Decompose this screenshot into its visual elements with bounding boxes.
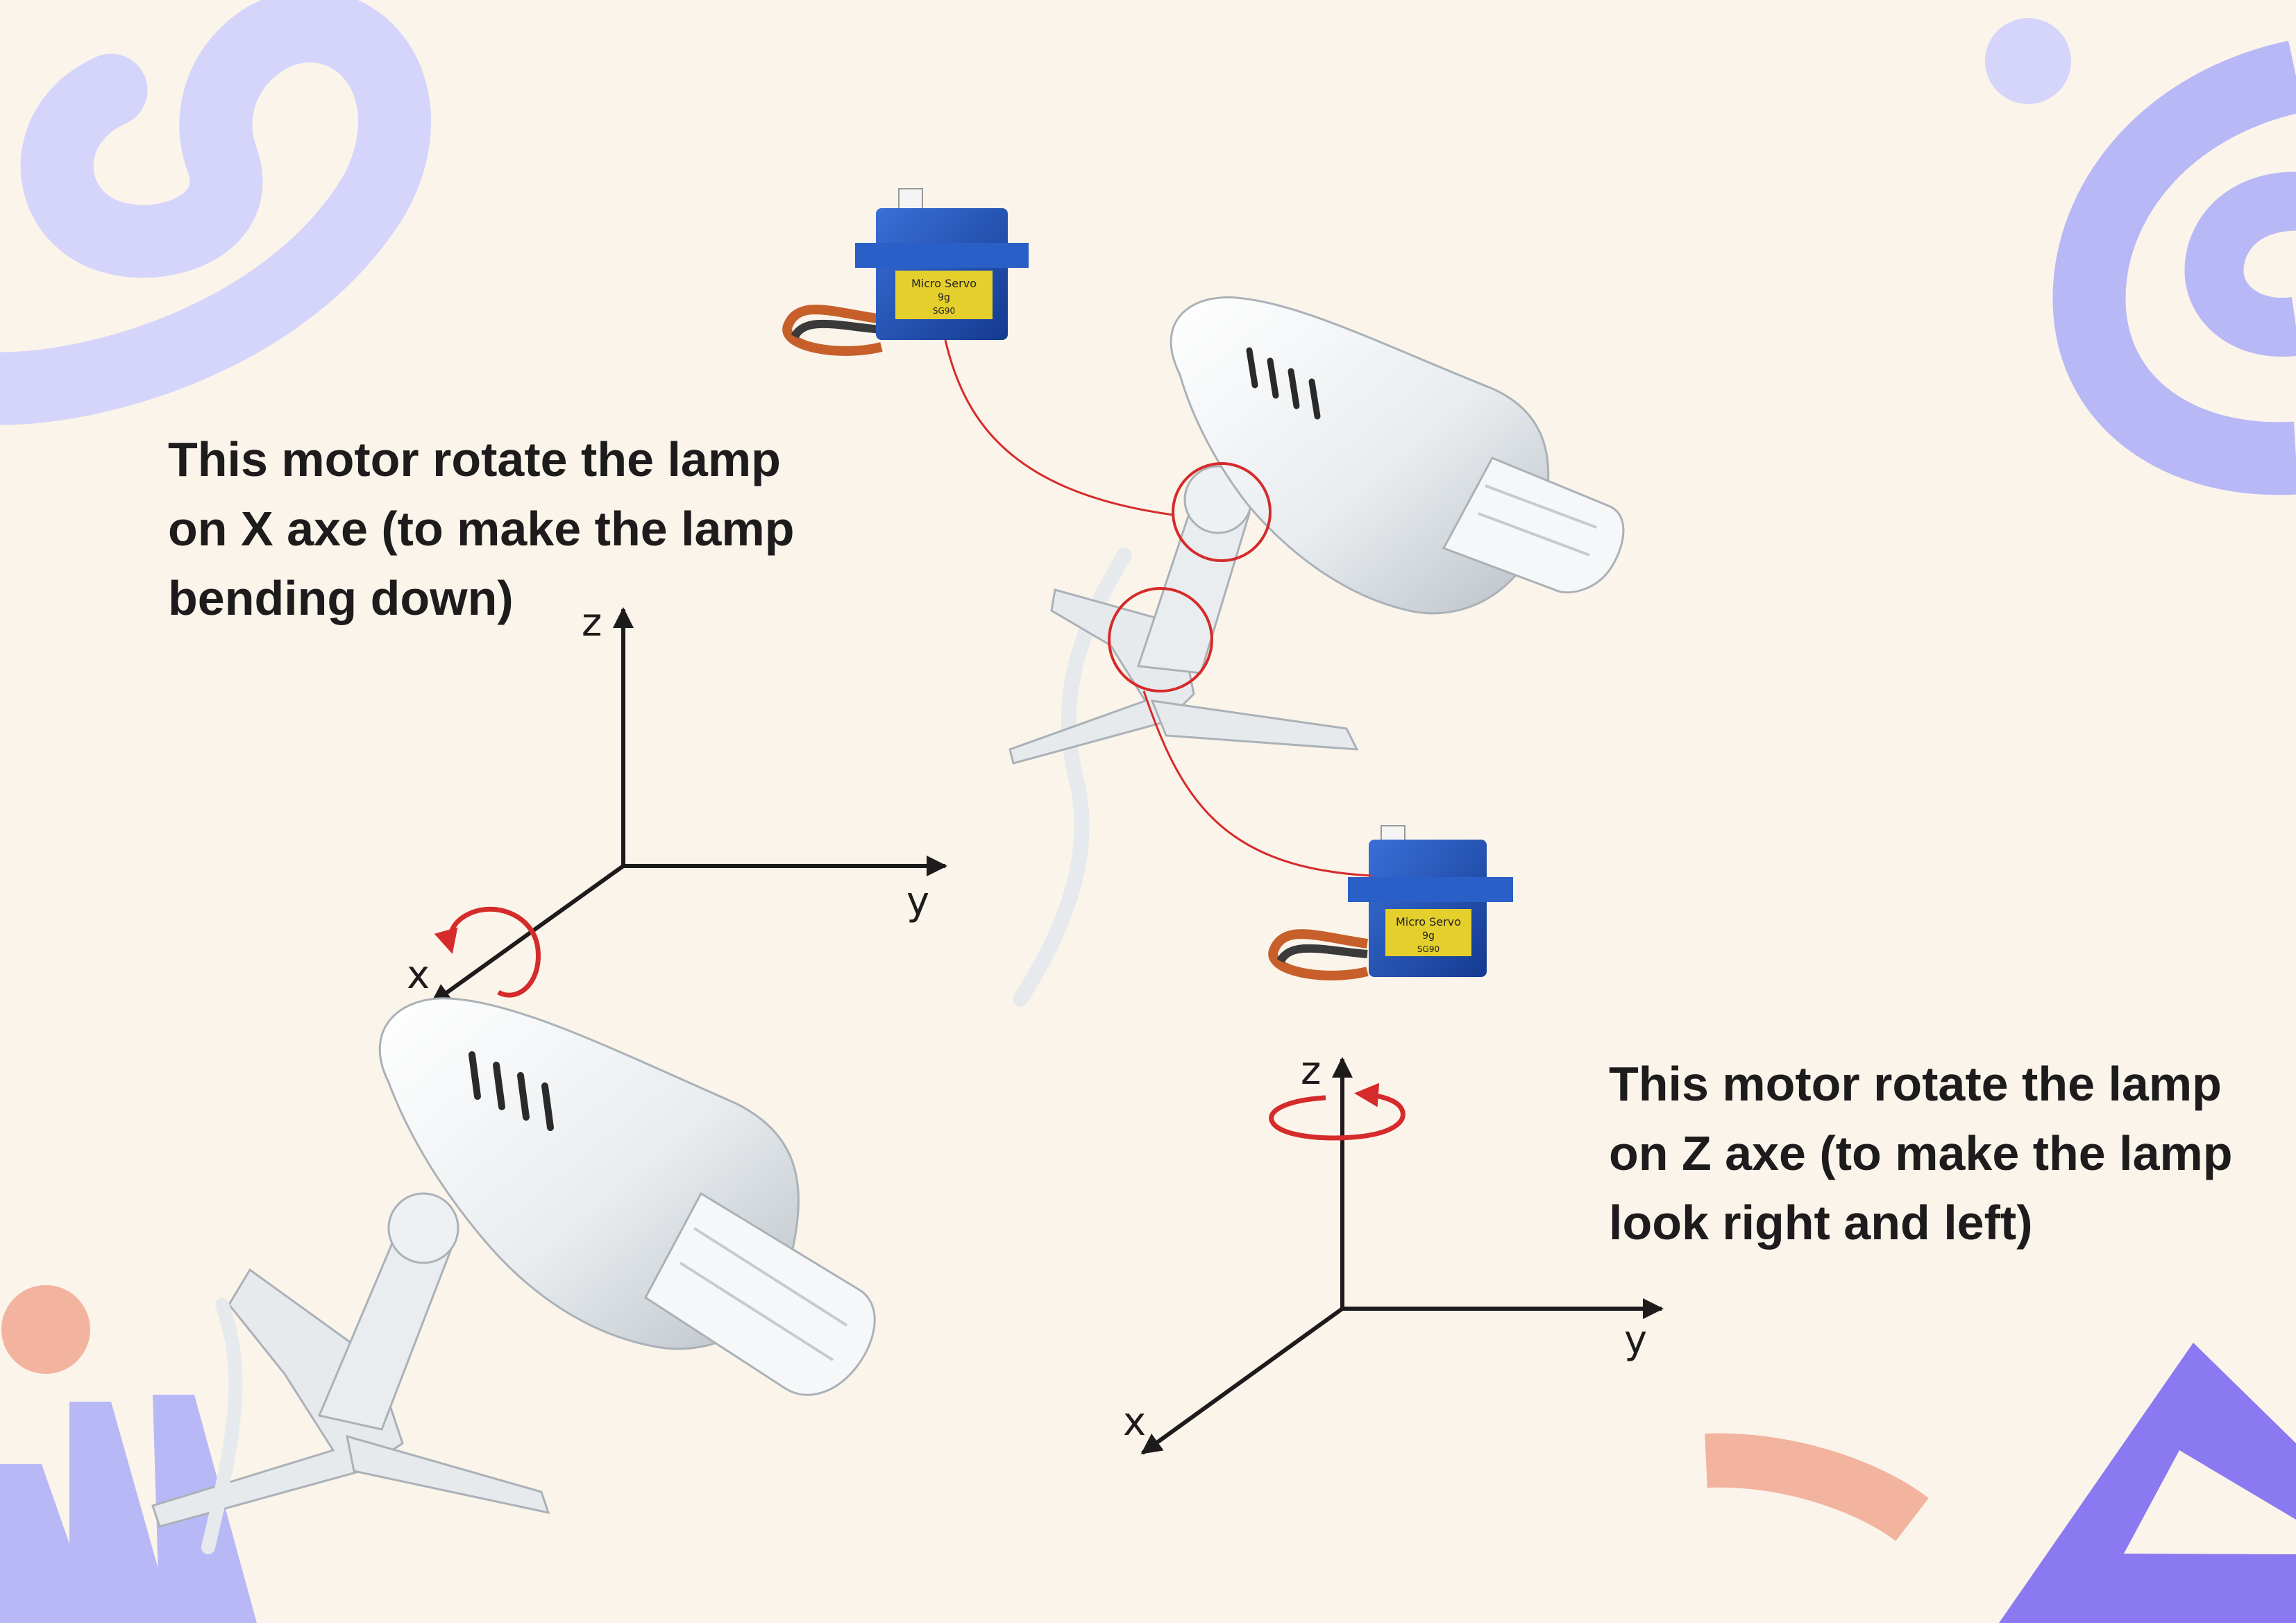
connector-bottom-servo [1142, 690, 1371, 877]
axes-right: z y x [1123, 1048, 1664, 1455]
caption-z-line-1: This motor rotate the lamp [1609, 1057, 2222, 1111]
callouts [944, 339, 1371, 877]
caption-z-axis-motor: This motor rotate the lamp on Z axe (to … [1609, 1049, 2233, 1257]
axis-right-x-label: x [1123, 1400, 1146, 1445]
x-joint-highlight [1172, 462, 1272, 562]
decor-arc-bottom [1705, 1433, 1929, 1542]
axes-left: z y x [407, 600, 947, 1005]
clip-lamp-top [1008, 296, 1625, 1007]
servo-bottom-label-3: SG90 [1417, 944, 1440, 954]
axis-left-z-label: z [582, 600, 602, 645]
axis-right-x [1140, 1307, 1344, 1455]
connector-top-servo [944, 339, 1174, 516]
decor-dot-bottom-left [1, 1285, 90, 1374]
axis-left-x-label: x [407, 953, 430, 998]
caption-z-line-3: look right and left) [1609, 1196, 2033, 1250]
servo-motor-bottom: Micro Servo 9g SG90 [1268, 825, 1513, 980]
z-joint-highlight [1108, 587, 1213, 692]
clip-lamp-bottom [151, 997, 876, 1554]
decor-swirl-top-left [0, 0, 431, 425]
caption-x-line-1: This motor rotate the lamp [168, 432, 781, 486]
decor-dot-top-right [1985, 18, 2071, 104]
axis-right-z-label: z [1301, 1048, 1321, 1094]
axis-left-x [430, 864, 625, 1005]
z-rotation-arrow-icon [1269, 1082, 1406, 1141]
decor-stripes-bottom-left [0, 1395, 257, 1623]
axis-right-y-label: y [1624, 1318, 1647, 1363]
servo-motor-top: Micro Servo 9g SG90 [782, 188, 1029, 356]
servo-bottom-label-2: 9g [1422, 931, 1435, 942]
axis-left-y-label: y [906, 879, 929, 924]
decor-triangle-bottom-right [1999, 1343, 2296, 1623]
caption-x-line-3: bending down) [168, 571, 514, 625]
servo-bottom-label-1: Micro Servo [1396, 915, 1461, 928]
servo-top-label-3: SG90 [933, 306, 955, 316]
caption-x-axis-motor: This motor rotate the lamp on X axe (to … [168, 425, 794, 633]
caption-z-line-2: on Z axe (to make the lamp [1609, 1126, 2233, 1180]
decor-spiral-right [2052, 40, 2296, 495]
x-rotation-arrow-icon [434, 906, 541, 998]
servo-top-label-1: Micro Servo [911, 277, 977, 290]
caption-x-line-2: on X axe (to make the lamp [168, 502, 795, 556]
servo-top-label-2: 9g [938, 292, 950, 303]
